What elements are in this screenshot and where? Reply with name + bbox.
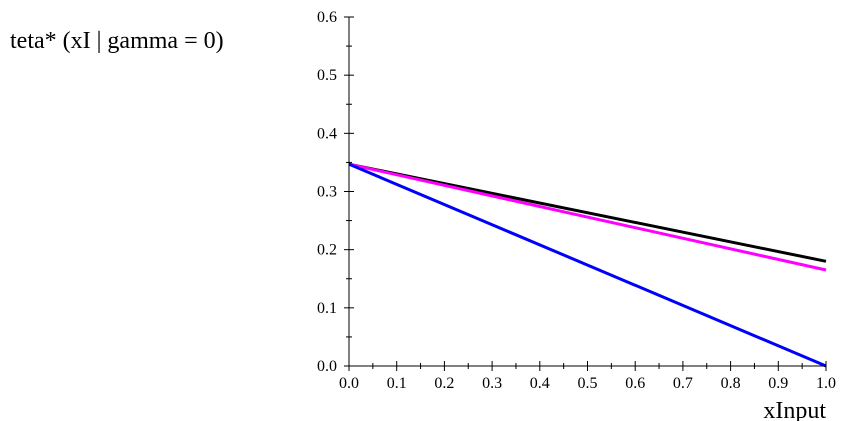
series-line-3 [348,162,827,368]
y-tick-label: 0.5 [317,67,337,84]
x-tick-label: 0.8 [721,375,741,392]
x-tick-label: 0.7 [673,375,693,392]
y-tick-label: 0.2 [317,242,337,259]
x-tick-label: 0.3 [482,375,502,392]
y-axis-title: teta* (xI | gamma = 0) [10,28,224,54]
y-tick-label: 0.6 [317,9,337,26]
x-tick-label: 0.9 [768,375,788,392]
y-ticks: 0.0 0.1 0.2 0.3 0.4 0.5 0.6 [317,9,354,375]
series-layer [348,162,827,368]
series-line-2 [348,162,827,272]
y-tick-label: 0.0 [317,358,337,375]
x-tick-label: 0.0 [339,375,359,392]
y-tick-label: 0.1 [317,300,337,317]
x-tick-label: 0.6 [625,375,645,392]
x-axis-title: xInput [763,398,826,421]
axes [348,17,826,367]
x-tick-label: 0.5 [578,375,598,392]
x-tick-label: 0.2 [434,375,454,392]
x-tick-label: 1.0 [816,375,836,392]
x-ticks: 0.0 0.1 0.2 0.3 0.4 0.5 0.6 0.7 0.8 0.9 1.0 [339,361,836,392]
y-tick-label: 0.3 [317,184,337,201]
x-tick-label: 0.1 [387,375,407,392]
x-tick-label: 0.4 [530,375,550,392]
y-tick-label: 0.4 [317,125,337,142]
